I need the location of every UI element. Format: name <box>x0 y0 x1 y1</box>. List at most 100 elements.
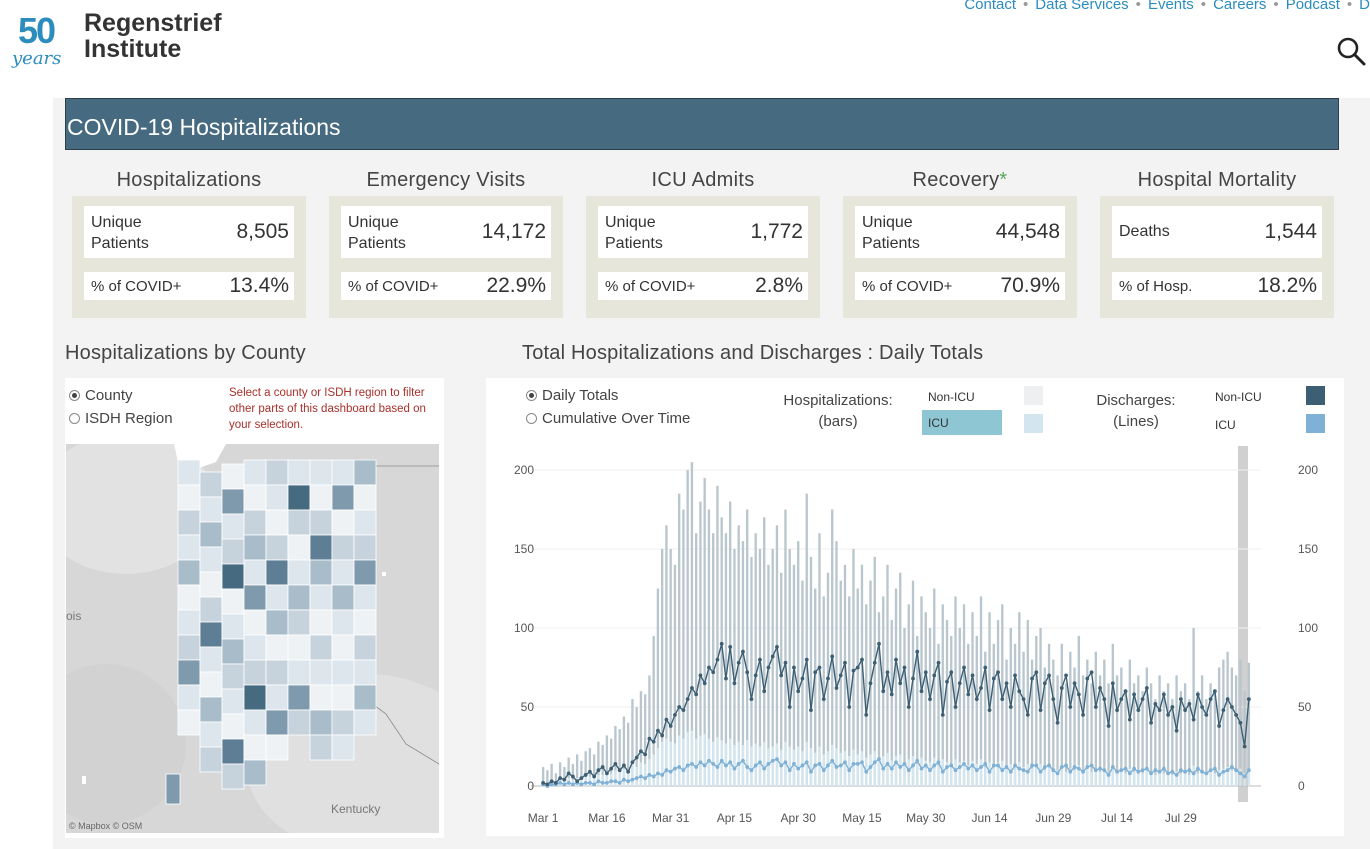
county-shape[interactable] <box>177 634 201 661</box>
county-shape[interactable] <box>177 509 201 536</box>
county-shape[interactable] <box>287 459 311 486</box>
county-shape[interactable] <box>287 509 311 536</box>
kpi-recovery[interactable]: Recovery* Unique Patients 44,548 % of COV… <box>843 156 1077 318</box>
county-shape[interactable] <box>177 709 201 736</box>
county-shape[interactable] <box>243 609 267 636</box>
county-shape[interactable] <box>199 571 223 598</box>
county-shape[interactable] <box>221 738 245 765</box>
county-shape[interactable] <box>287 584 311 611</box>
county-shape[interactable] <box>309 684 333 711</box>
county-shape[interactable] <box>309 734 333 761</box>
county-shape[interactable] <box>353 609 377 636</box>
county-shape[interactable] <box>243 634 267 661</box>
county-shape[interactable] <box>265 709 289 736</box>
county-shape[interactable] <box>221 763 245 790</box>
county-shape[interactable] <box>287 534 311 561</box>
county-shape[interactable] <box>309 484 333 511</box>
county-shape[interactable] <box>331 559 355 586</box>
county-shape[interactable] <box>265 634 289 661</box>
county-shape[interactable] <box>331 509 355 536</box>
county-shape[interactable] <box>331 609 355 636</box>
county-shape[interactable] <box>309 459 333 486</box>
county-shape[interactable] <box>309 659 333 686</box>
county-shape[interactable] <box>199 546 223 573</box>
county-shape[interactable] <box>353 509 377 536</box>
county-shape[interactable] <box>221 688 245 715</box>
county-shape[interactable] <box>221 513 245 540</box>
nav-contact[interactable]: Contact <box>964 0 1017 13</box>
county-shape[interactable] <box>353 709 377 736</box>
county-shape[interactable] <box>309 559 333 586</box>
county-shape[interactable] <box>221 538 245 565</box>
county-shape[interactable] <box>309 709 333 736</box>
county-shape[interactable] <box>353 584 377 611</box>
county-shape[interactable] <box>199 521 223 548</box>
county-shape[interactable] <box>221 613 245 640</box>
county-shape[interactable] <box>353 684 377 711</box>
county-shape[interactable] <box>177 534 201 561</box>
county-shape[interactable] <box>177 459 201 486</box>
county-shape[interactable] <box>309 509 333 536</box>
county-shape[interactable] <box>221 713 245 740</box>
county-shape[interactable] <box>265 534 289 561</box>
county-shape[interactable] <box>265 509 289 536</box>
county-shape[interactable] <box>309 534 333 561</box>
county-shape[interactable] <box>331 684 355 711</box>
radio-cumulative[interactable]: Cumulative Over Time <box>526 410 690 427</box>
county-shape[interactable] <box>265 584 289 611</box>
county-shape[interactable] <box>265 734 289 761</box>
county-shape[interactable] <box>331 484 355 511</box>
county-shape[interactable] <box>221 638 245 665</box>
county-shape[interactable] <box>221 663 245 690</box>
kpi-icu-admits[interactable]: ICU Admits Unique Patients 1,772 % of COV… <box>586 156 820 318</box>
county-shape[interactable] <box>331 534 355 561</box>
county-shape[interactable] <box>265 659 289 686</box>
nav-events[interactable]: Events <box>1147 0 1194 13</box>
county-shape[interactable] <box>165 773 181 805</box>
county-shape[interactable] <box>199 596 223 623</box>
county-map-svg[interactable]: ois Kentucky © Mapbox © OSM <box>66 444 439 833</box>
county-shape[interactable] <box>331 734 355 761</box>
radio-county[interactable]: County <box>69 387 133 404</box>
county-shape[interactable] <box>331 709 355 736</box>
county-shape[interactable] <box>309 634 333 661</box>
county-shape[interactable] <box>177 584 201 611</box>
county-shape[interactable] <box>287 609 311 636</box>
counties-layer[interactable] <box>165 459 377 805</box>
search-icon[interactable] <box>1336 36 1366 66</box>
county-shape[interactable] <box>265 684 289 711</box>
county-shape[interactable] <box>243 534 267 561</box>
county-shape[interactable] <box>331 634 355 661</box>
county-shape[interactable] <box>199 646 223 673</box>
county-shape[interactable] <box>221 488 245 515</box>
county-shape[interactable] <box>309 609 333 636</box>
county-shape[interactable] <box>177 484 201 511</box>
county-shape[interactable] <box>243 659 267 686</box>
county-shape[interactable] <box>177 659 201 686</box>
county-shape[interactable] <box>331 584 355 611</box>
county-shape[interactable] <box>199 471 223 498</box>
county-shape[interactable] <box>353 484 377 511</box>
county-shape[interactable] <box>243 759 267 786</box>
radio-daily-totals[interactable]: Daily Totals <box>526 387 618 404</box>
county-shape[interactable] <box>309 584 333 611</box>
county-shape[interactable] <box>199 496 223 523</box>
county-shape[interactable] <box>243 709 267 736</box>
county-shape[interactable] <box>243 559 267 586</box>
county-shape[interactable] <box>199 621 223 648</box>
county-shape[interactable] <box>199 696 223 723</box>
county-shape[interactable] <box>177 609 201 636</box>
county-shape[interactable] <box>243 734 267 761</box>
county-shape[interactable] <box>287 659 311 686</box>
county-shape[interactable] <box>353 659 377 686</box>
county-shape[interactable] <box>353 634 377 661</box>
map-attribution[interactable]: © Mapbox © OSM <box>69 821 142 831</box>
county-shape[interactable] <box>177 684 201 711</box>
county-shape[interactable] <box>287 684 311 711</box>
county-shape[interactable] <box>287 559 311 586</box>
nav-podcast[interactable]: Podcast <box>1285 0 1340 13</box>
kpi-hospitalizations[interactable]: Hospitalizations Unique Patients 8,505 % … <box>72 156 306 318</box>
county-shape[interactable] <box>287 484 311 511</box>
site-logo[interactable]: 50 years Regenstrief Institute <box>12 10 242 74</box>
county-shape[interactable] <box>353 559 377 586</box>
